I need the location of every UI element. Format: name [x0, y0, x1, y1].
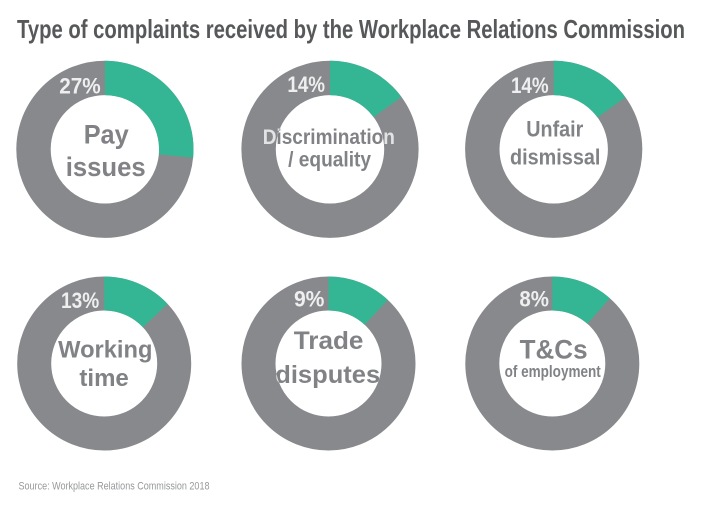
svg-text:Source: Workplace Relations Co: Source: Workplace Relations Commission 2… [19, 480, 210, 492]
svg-text:27%: 27% [59, 74, 101, 99]
svg-text:of employment: of employment [505, 362, 601, 381]
svg-text:/ equality: / equality [288, 148, 371, 172]
svg-text:dismissal: dismissal [510, 144, 600, 169]
svg-text:14%: 14% [287, 72, 325, 97]
svg-text:disputes: disputes [275, 361, 380, 389]
svg-text:Trade: Trade [294, 327, 364, 355]
svg-text:Discrimination: Discrimination [263, 125, 395, 149]
svg-text:Unfair: Unfair [526, 117, 583, 142]
svg-text:8%: 8% [519, 287, 549, 312]
svg-text:Type of complaints received by: Type of complaints received by the Workp… [17, 14, 685, 44]
svg-text:Pay: Pay [84, 120, 129, 150]
svg-text:9%: 9% [294, 287, 325, 312]
svg-text:T&Cs: T&Cs [520, 335, 588, 365]
svg-text:Working: Working [58, 337, 152, 364]
svg-text:time: time [79, 365, 128, 392]
svg-text:issues: issues [66, 152, 146, 182]
svg-text:14%: 14% [511, 73, 549, 98]
svg-text:13%: 13% [61, 288, 99, 313]
